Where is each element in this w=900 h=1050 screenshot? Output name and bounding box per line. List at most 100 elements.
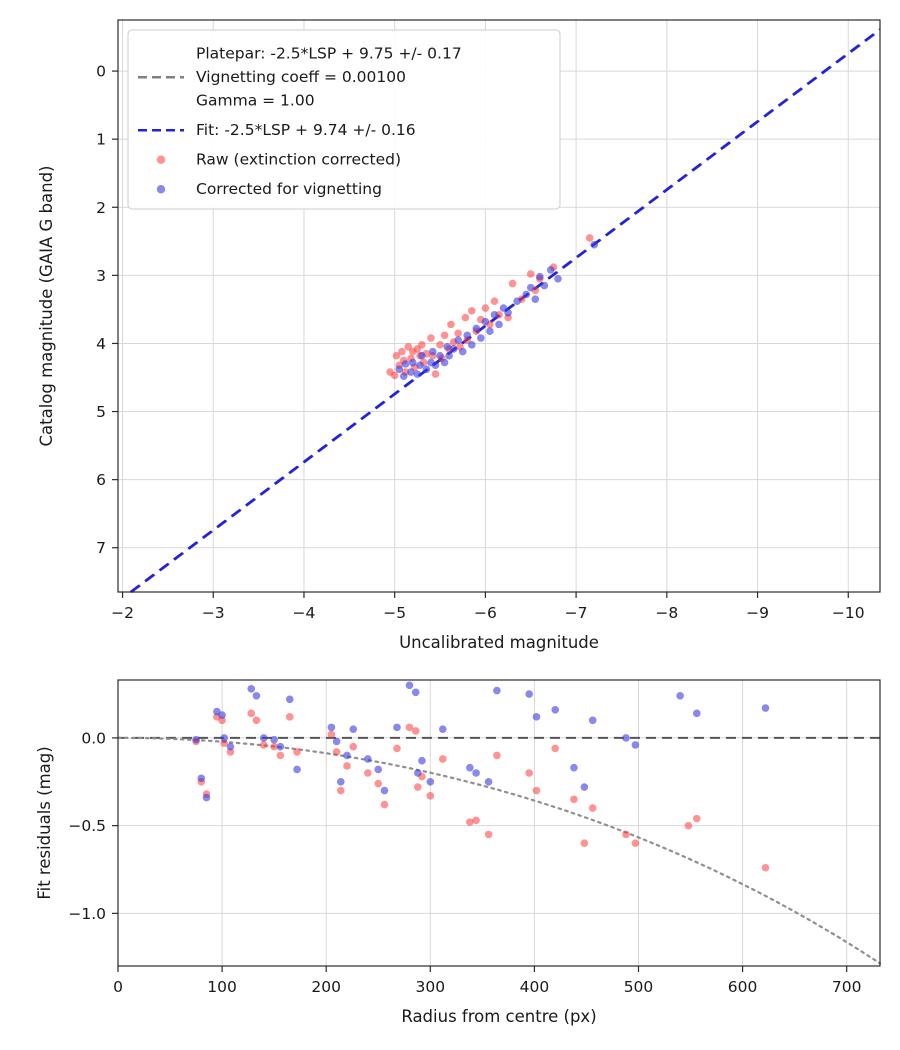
corrected-point <box>546 266 555 274</box>
x-tick-label: 700 <box>832 978 862 996</box>
y-tick-label: 0 <box>96 63 106 81</box>
corrected-point <box>407 368 415 376</box>
raw-point <box>588 804 597 812</box>
raw-point <box>247 709 256 718</box>
legend-label: Gamma = 1.00 <box>196 92 315 110</box>
bottom-axes: 0 100 200 300 400 500 600 700 0.0 −0.5 −1.0 <box>68 679 881 996</box>
raw-point <box>270 742 278 751</box>
corrected-point <box>293 765 301 774</box>
x-tick-label: −10 <box>832 604 865 622</box>
corrected-point <box>401 360 410 368</box>
corrected-point <box>343 751 351 760</box>
y-tick-label: 0.0 <box>81 729 106 747</box>
corrected-point <box>409 358 417 367</box>
corrected-point <box>486 327 494 335</box>
x-tick-label: −9 <box>746 604 769 622</box>
raw-point <box>276 751 285 760</box>
raw-point <box>580 839 589 847</box>
corrected-point <box>590 240 599 249</box>
top-plot: −2 −3 −4 −5 −6 −7 −8 −9 −10 0 1 2 3 4 5 6 7 Uncalibrated … <box>37 19 881 652</box>
vignetting-curve <box>116 736 882 965</box>
raw-point <box>285 713 294 721</box>
raw-point <box>684 821 693 830</box>
corrected-point <box>327 723 336 732</box>
corrected-point <box>472 769 480 777</box>
corrected-point <box>414 769 422 777</box>
raw-point <box>392 351 401 360</box>
corrected-point <box>588 716 597 725</box>
corrected-point <box>526 283 535 292</box>
raw-point <box>481 304 490 312</box>
raw-point <box>761 863 770 872</box>
corrected-point <box>405 681 414 690</box>
raw-point <box>440 331 449 340</box>
corrected-point <box>259 734 268 742</box>
corrected-point <box>531 295 540 303</box>
corrected-series-top <box>395 240 599 380</box>
legend: Platepar: -2.5*LSP + 9.75 +/- 0.17 Vignet… <box>127 29 561 210</box>
bottom-xaxis-label: Radius from centre (px) <box>401 1007 596 1026</box>
corrected-point <box>631 741 640 749</box>
x-tick-label: 600 <box>728 978 758 996</box>
bottom-yaxis-label: Fit residuals (mag) <box>35 746 54 899</box>
legend-box <box>127 29 561 210</box>
x-tick-label: −2 <box>111 604 134 622</box>
corrected-point <box>332 737 341 746</box>
corrected-point <box>380 786 389 795</box>
corrected-point <box>458 347 467 356</box>
raw-point <box>364 769 372 777</box>
corrected-point <box>202 793 211 802</box>
y-tick-label: 5 <box>96 403 106 421</box>
legend-label: Fit: -2.5*LSP + 9.74 +/- 0.16 <box>196 121 416 139</box>
raw-point <box>631 839 640 847</box>
corrected-point <box>413 370 422 378</box>
raw-point <box>484 830 493 839</box>
corrected-point <box>247 684 256 693</box>
corrected-point <box>426 777 435 786</box>
legend-label: Vignetting coeff = 0.00100 <box>196 68 406 86</box>
corrected-point <box>192 735 200 744</box>
corrected-point <box>522 290 531 299</box>
raw-series-bottom <box>192 709 770 872</box>
corrected-point <box>525 690 533 698</box>
x-tick-label: 500 <box>624 978 654 996</box>
corrected-point <box>449 345 458 353</box>
raw-point <box>218 716 226 725</box>
raw-point <box>532 786 541 795</box>
raw-point <box>336 786 345 795</box>
raw-point <box>585 234 594 242</box>
y-tick-label: 7 <box>96 539 106 557</box>
x-tick-label: 100 <box>207 978 237 996</box>
corrected-point <box>364 755 372 763</box>
corrected-point <box>411 688 420 697</box>
x-tick-label: −5 <box>383 604 406 622</box>
corrected-point <box>580 783 589 791</box>
raw-point <box>393 744 401 753</box>
raw-point <box>467 306 476 315</box>
raw-point <box>466 818 474 826</box>
corrected-point <box>622 734 630 742</box>
corrected-point <box>285 695 294 704</box>
corrected-point <box>336 777 345 786</box>
y-tick-label: 1 <box>96 131 106 149</box>
raw-point <box>438 755 447 763</box>
corrected-point <box>428 347 437 356</box>
raw-point <box>454 329 462 338</box>
y-tick-label: −0.5 <box>68 817 106 835</box>
raw-point <box>526 270 535 278</box>
x-tick-label: −6 <box>474 604 497 622</box>
corrected-point <box>445 351 453 360</box>
corrected-point <box>676 691 684 700</box>
corrected-point <box>536 272 544 281</box>
y-tick-label: 6 <box>96 471 106 489</box>
corrected-point <box>276 742 285 751</box>
raw-point <box>692 814 701 823</box>
corrected-point <box>454 336 462 344</box>
raw-point <box>220 739 228 747</box>
raw-point <box>411 727 420 735</box>
legend-label: Platepar: -2.5*LSP + 9.75 +/- 0.17 <box>196 45 462 63</box>
corrected-point <box>422 365 431 374</box>
raw-point <box>380 800 389 809</box>
